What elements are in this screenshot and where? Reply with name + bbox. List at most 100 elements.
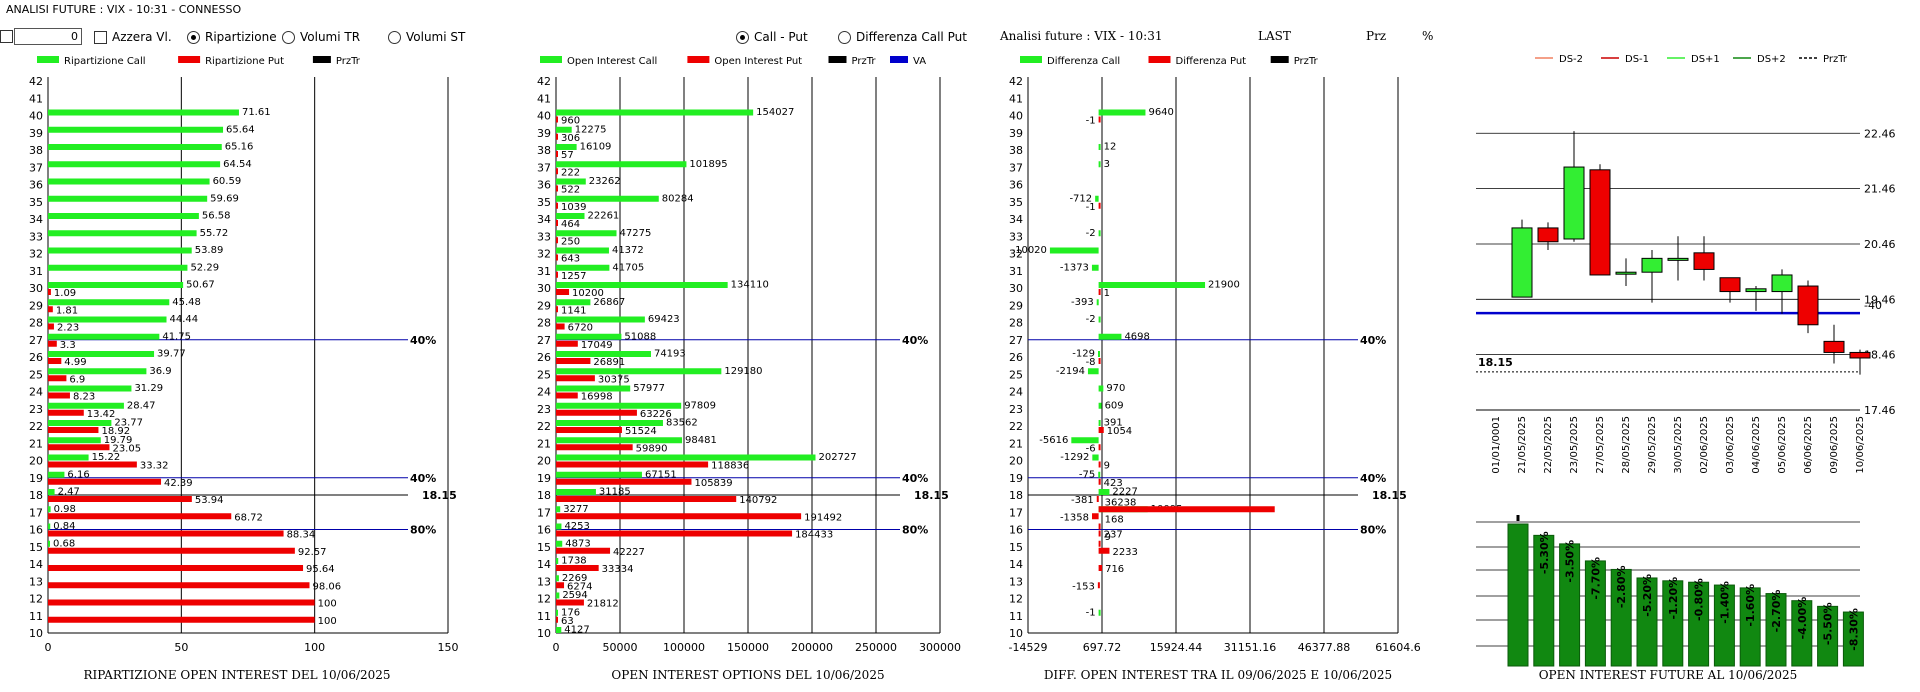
p1-ytick-label: 24 [29, 386, 43, 399]
p3-ytick-label: 18 [1009, 489, 1023, 502]
p3-ytick-label: 16 [1009, 524, 1023, 537]
azzera-checkbox[interactable]: Azzera Vl. [94, 30, 172, 44]
azzera-label: Azzera Vl. [112, 30, 172, 44]
p2-call-value: 47275 [620, 228, 652, 239]
radio-volumi-tr[interactable]: Volumi TR [282, 30, 360, 44]
future-bar-label: -4.00% [1796, 597, 1809, 640]
p3-call-bar [1098, 109, 1146, 116]
candle-body [1745, 288, 1767, 293]
radio-dot [187, 30, 200, 44]
radio-call-put[interactable]: Call - Put [736, 30, 808, 44]
p2-put-bar [556, 496, 737, 502]
future-bar [1688, 581, 1710, 667]
p2-put-value: 33334 [602, 564, 634, 575]
p3-footer-title: DIFF. OPEN INTEREST TRA IL 09/06/2025 E … [1044, 668, 1392, 682]
p3-legend-label: Differenza Call [1047, 56, 1120, 67]
value-input[interactable]: 0 [14, 28, 82, 45]
p3-call-bar [1098, 282, 1206, 288]
p2-level-label: 80% [902, 524, 928, 537]
p1-ytick-label: 15 [29, 541, 43, 554]
p1-call-bar [48, 299, 170, 306]
p2-call-value: 98481 [685, 435, 717, 446]
left-checkbox[interactable] [0, 30, 13, 43]
p1-level-label: 18.15 [422, 489, 457, 502]
candle-date-label: 23/05/2025 [1569, 416, 1580, 474]
p1-call-bar [48, 368, 147, 375]
p2-call-value: 2269 [562, 573, 587, 584]
p3-call-bar [1098, 161, 1101, 168]
future-bar [1559, 543, 1581, 667]
future-bar-label: -5.20% [1641, 574, 1654, 617]
p2-put-value: 17049 [581, 340, 613, 351]
p1-ytick-label: 36 [29, 179, 43, 192]
p1-put-bar [48, 427, 99, 433]
candle-ytick-label: 20.46 [1864, 238, 1896, 251]
p1-ytick-label: 30 [29, 282, 43, 295]
radio-ripartizione[interactable]: Ripartizione [187, 30, 277, 44]
p3-put-value: 9 [1104, 461, 1110, 472]
candle-legend-label: PrzTr [1823, 54, 1848, 65]
p2-put-value: 1141 [561, 305, 586, 316]
p2-ytick-label: 24 [537, 386, 551, 399]
p3-ytick-label: 33 [1009, 230, 1023, 243]
p1-ytick-label: 26 [29, 351, 43, 364]
p1-put-bar [48, 375, 67, 382]
candle-body [1511, 227, 1533, 298]
p3-call-bar [1087, 368, 1099, 375]
p3-ytick-label: 11 [1009, 610, 1023, 623]
p2-put-value: 522 [561, 185, 580, 196]
p1-call-value: 56.58 [202, 211, 231, 222]
p2-call-bar [556, 489, 596, 495]
future-bar [1610, 568, 1632, 667]
p3-xtick-label: 697.72 [1083, 641, 1122, 654]
future-bar [1636, 577, 1658, 667]
p1-level-label: 40% [410, 334, 436, 347]
p1-put-value: 1.81 [56, 305, 78, 316]
p1-call-value: 45.48 [172, 297, 201, 308]
p3-put-bar [1098, 547, 1110, 554]
p3-call-bar [1071, 437, 1099, 444]
p3-put-value: 9 [1105, 532, 1111, 543]
p3-put-bar [1098, 461, 1101, 468]
p3-call-bar [1098, 333, 1122, 340]
p1-call-bar [48, 195, 208, 202]
p1-call-value: 39.77 [157, 349, 186, 360]
p1-call-bar [48, 489, 55, 495]
p1-put-value: 6.9 [69, 374, 85, 385]
call-put-label: Call - Put [754, 30, 808, 44]
p1-legend-label: Ripartizione Put [205, 56, 284, 67]
p3-call-bar [1098, 402, 1102, 409]
p1-call-bar [48, 126, 224, 133]
p3-ytick-label: 27 [1009, 334, 1023, 347]
p3-ytick-label: 31 [1009, 265, 1023, 278]
p3-call-value: -393 [1071, 297, 1094, 308]
future-bar [1662, 580, 1684, 667]
radio-volumi-st[interactable]: Volumi ST [388, 30, 465, 44]
p1-put-bar [48, 496, 192, 502]
p1-ytick-label: 38 [29, 144, 43, 157]
p3-put-value: 2233 [1112, 547, 1137, 558]
p1-put-bar [48, 599, 315, 606]
p1-ytick-label: 27 [29, 334, 43, 347]
future-bar-label: -2.70% [1770, 590, 1783, 633]
p3-legend-swatch [1270, 56, 1289, 63]
p1-ytick-label: 41 [29, 92, 43, 105]
future-bar-label: -1.20% [1667, 577, 1680, 620]
p1-ytick-label: 34 [29, 213, 43, 226]
p1-ytick-label: 35 [29, 196, 43, 209]
candle-legend-label: DS-1 [1625, 54, 1649, 65]
candle-body [1589, 169, 1611, 276]
p1-put-bar [48, 340, 57, 347]
p3-ytick-label: 36 [1009, 179, 1023, 192]
p3-put-bar [1098, 540, 1101, 547]
p2-put-value: 191492 [804, 512, 842, 523]
p3-legend-swatch [1020, 56, 1042, 63]
p3-call-value: -2 [1086, 314, 1096, 325]
p2-put-bar [556, 271, 558, 278]
p2-call-bar [556, 109, 754, 116]
candle-date-label: 05/06/2025 [1777, 416, 1788, 474]
p1-ytick-label: 31 [29, 265, 43, 278]
p1-call-value: 53.89 [195, 245, 224, 256]
p2-put-value: 222 [561, 167, 580, 178]
radio-diff-call-put[interactable]: Differenza Call Put [838, 30, 967, 44]
